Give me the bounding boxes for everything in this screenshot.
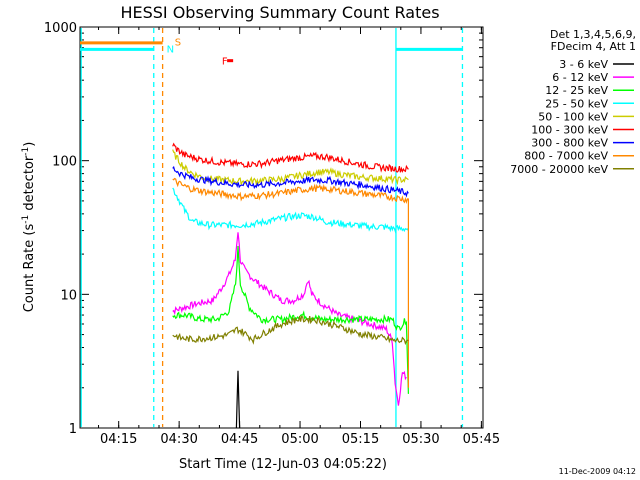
x-tick-label: 05:00 xyxy=(281,432,318,447)
chart-title: HESSI Observing Summary Count Rates xyxy=(120,3,439,22)
y-axis-label-end: ) xyxy=(22,142,37,147)
series-line xyxy=(172,142,409,174)
y-axis-label: Count Rate (s-1 detector-1) xyxy=(21,142,37,313)
chart-annotation: F xyxy=(222,57,228,68)
legend-entry-label: 25 - 50 keV xyxy=(545,97,608,110)
legend-entry-label: 6 - 12 keV xyxy=(552,71,608,84)
legend-entry-label: 100 - 300 keV xyxy=(531,124,608,137)
legend-header: Det 1,3,4,5,6,9, xyxy=(550,28,636,41)
x-tick-label: 04:30 xyxy=(160,432,197,447)
x-axis-label: Start Time (12-Jun-03 04:05:22) xyxy=(179,457,387,472)
x-tick-label: 05:30 xyxy=(402,432,439,447)
legend-entry-label: 7000 - 20000 keV xyxy=(510,163,608,176)
y-axis-label-main: Count Rate (s xyxy=(22,224,37,313)
y-axis-label-mid: detector xyxy=(22,155,37,215)
x-tick-label: 05:15 xyxy=(342,432,379,447)
series-line xyxy=(172,165,409,198)
legend-entry-label: 800 - 7000 keV xyxy=(524,150,608,163)
plot-area: 04:15 04:30 04:45 05:00 05:15 05:30 05:45 1 10 10… xyxy=(44,21,500,447)
legend-entry-label: 50 - 100 keV xyxy=(538,110,608,123)
series-line xyxy=(172,232,407,406)
y-axis-label-sup2: -1 xyxy=(21,147,31,156)
x-tick-label: 04:15 xyxy=(100,432,137,447)
chart-annotation: N xyxy=(167,45,174,56)
series-line xyxy=(172,245,409,394)
y-axis-label-sup1: -1 xyxy=(21,215,31,224)
y-tick-label: 100 xyxy=(52,155,77,170)
legend: Det 1,3,4,5,6,9,FDecim 4, Att 1 3 - 6 keV… xyxy=(510,28,636,176)
series-line xyxy=(172,177,409,388)
legend-header: FDecim 4, Att 1 xyxy=(551,40,636,53)
y-tick-label: 10 xyxy=(60,288,77,303)
legend-entry-label: 12 - 25 keV xyxy=(545,84,608,97)
legend-entry-label: 300 - 800 keV xyxy=(531,137,608,150)
footer-timestamp: 11-Dec-2009 04:12 xyxy=(559,467,636,476)
chart-annotation: S xyxy=(175,37,181,48)
series-line xyxy=(172,149,409,187)
series-line xyxy=(172,187,409,234)
x-tick-label: 04:45 xyxy=(221,432,258,447)
series-line xyxy=(235,370,241,429)
legend-entry-label: 3 - 6 keV xyxy=(559,58,608,71)
series-line xyxy=(172,315,409,346)
y-tick-label: 1000 xyxy=(44,21,77,36)
plot-frame xyxy=(79,26,484,429)
y-tick-label: 1 xyxy=(69,422,77,437)
x-tick-label: 05:45 xyxy=(463,432,500,447)
